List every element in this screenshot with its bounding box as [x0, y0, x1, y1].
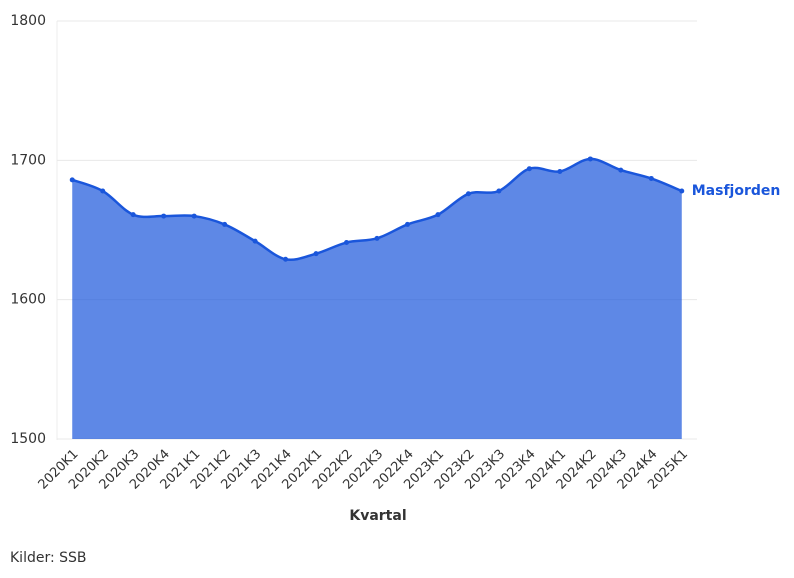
- x-axis-label: Kvartal: [349, 508, 406, 524]
- point: [161, 213, 167, 219]
- series-label: Masfjorden: [692, 183, 781, 199]
- y-tick-label: 1600: [10, 292, 46, 308]
- y-tick-label: 1500: [10, 431, 46, 447]
- point: [69, 177, 75, 183]
- point: [404, 221, 410, 227]
- point: [191, 213, 197, 219]
- area: [72, 158, 682, 440]
- point: [374, 235, 380, 241]
- y-tick-label: 1700: [10, 152, 46, 168]
- point: [618, 167, 624, 173]
- point: [100, 188, 106, 194]
- point: [496, 188, 502, 194]
- point: [587, 156, 593, 162]
- point: [648, 175, 654, 181]
- point: [526, 166, 532, 172]
- point: [283, 256, 289, 262]
- point: [130, 212, 136, 218]
- point: [222, 221, 228, 227]
- point: [313, 251, 319, 257]
- point: [557, 168, 563, 174]
- source: Kilder: SSB: [10, 550, 87, 566]
- point: [679, 188, 685, 194]
- point: [465, 191, 471, 197]
- point: [252, 238, 258, 244]
- y-tick-label: 1800: [10, 13, 46, 29]
- point: [435, 212, 441, 218]
- point: [344, 240, 350, 246]
